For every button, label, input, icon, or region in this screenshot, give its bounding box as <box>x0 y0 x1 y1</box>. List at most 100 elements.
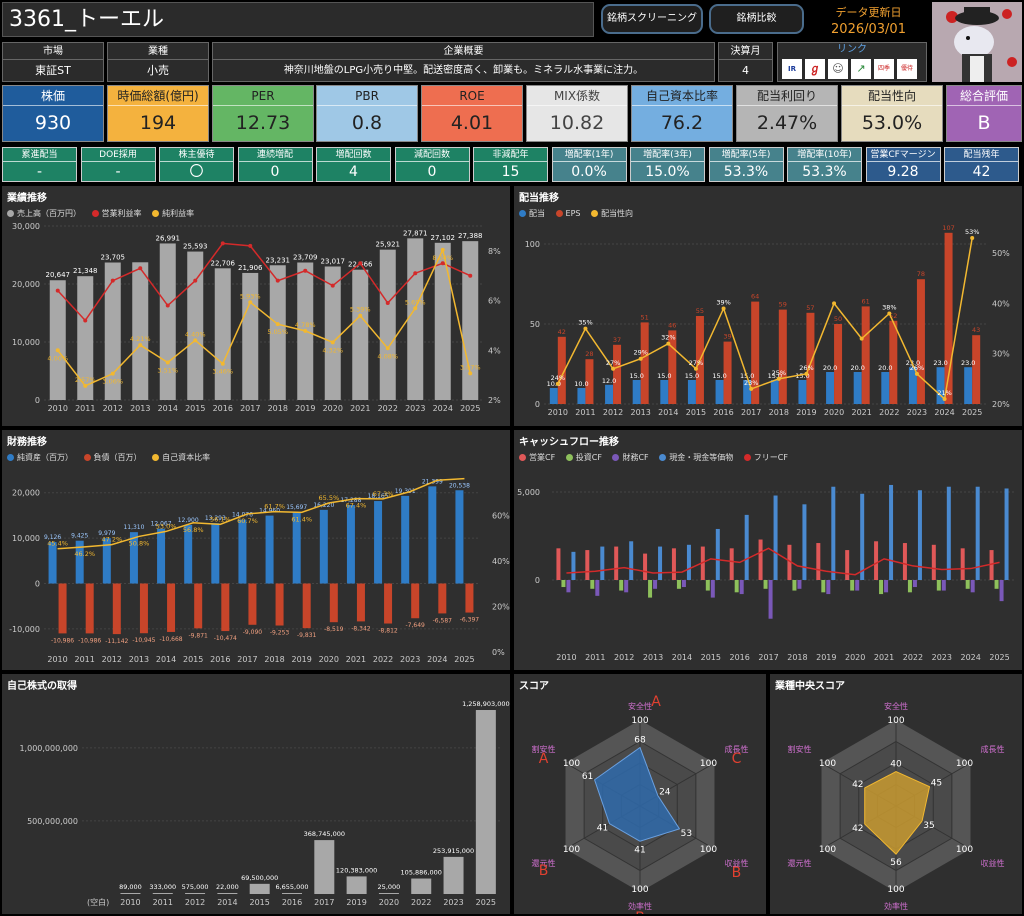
radar-value: 61 <box>582 772 593 782</box>
eps-bar <box>613 344 622 404</box>
x-tick: 2023 <box>405 404 425 413</box>
shikiho-link-icon[interactable]: 四季 <box>874 59 894 79</box>
opcf-bar <box>845 550 850 580</box>
payout-label: 38% <box>882 303 896 311</box>
stat-label: 配当残年 <box>945 148 1018 162</box>
stat-value: 4 <box>349 164 358 180</box>
debt-bar <box>139 583 148 634</box>
stat-label: 増配率(10年) <box>788 148 861 162</box>
payout-label: 53% <box>965 228 979 236</box>
payout-point <box>583 326 588 331</box>
fincf-bar <box>681 580 686 588</box>
x-tick: 2010 <box>48 404 68 413</box>
equity-label: 18,165 <box>368 493 389 500</box>
opcf-bar <box>729 548 734 580</box>
y2-tick: 6% <box>488 297 501 306</box>
x-tick: 2019 <box>816 653 836 662</box>
x-tick: 2024 <box>934 408 954 417</box>
dividend-legend: 配当 EPS 配当性向 <box>519 208 641 219</box>
sales-bar <box>104 262 121 400</box>
eps-label: 39 <box>723 333 731 341</box>
payout-point <box>832 301 837 306</box>
debt-label: -8,342 <box>351 625 371 632</box>
radar-value: 35 <box>923 821 934 831</box>
legend-fincf: 財務CF <box>612 453 649 462</box>
payout-point <box>942 396 947 401</box>
x-tick: 2017 <box>237 655 257 664</box>
x-tick: 2012 <box>102 655 122 664</box>
debt-bar <box>194 583 203 629</box>
fincf-bar <box>768 580 773 619</box>
buyback-label: 368,745,000 <box>304 830 345 838</box>
x-tick: 2016 <box>282 898 302 907</box>
x-tick: 2018 <box>264 655 284 664</box>
equity-bar <box>238 519 247 584</box>
dividend-bar <box>687 380 696 404</box>
kabutan-link-icon[interactable]: ℊ <box>805 59 825 79</box>
debt-label: -8,519 <box>324 626 344 633</box>
stat-label: 累進配当 <box>3 148 76 162</box>
dividend-label: 10.0 <box>574 380 588 388</box>
yutai-link-icon[interactable]: 優待 <box>897 59 917 79</box>
radar-max-label: 100 <box>563 759 580 769</box>
fincf-bar <box>941 580 946 591</box>
radar-axis-label: 成長性 <box>980 744 1004 754</box>
minkabu-link-icon[interactable]: ☺ <box>828 59 848 79</box>
irbank-link-icon[interactable]: IR <box>782 59 802 79</box>
equity-ratio-label: 50.8% <box>129 539 150 547</box>
cash-bar <box>773 495 778 580</box>
buyback-bar <box>217 893 238 894</box>
net-margin-point <box>385 346 390 351</box>
x-tick: 2016 <box>730 653 750 662</box>
x-tick: 2022 <box>903 653 923 662</box>
buyback-bar <box>378 893 399 894</box>
op-margin-point <box>193 278 198 283</box>
cash-bar <box>917 490 922 580</box>
debt-label: -9,090 <box>243 629 263 636</box>
sales-label: 22,706 <box>211 259 236 267</box>
y-tick: 100 <box>525 240 540 249</box>
equity-ratio-label: 53.0% <box>156 522 177 530</box>
sales-bar <box>269 265 286 400</box>
stat-label: 増配率(3年) <box>631 148 704 162</box>
kpi-label: 株価 <box>3 86 103 106</box>
x-tick: 2017 <box>240 404 260 413</box>
legend-invcf: 投資CF <box>565 453 602 462</box>
buyback-label: 105,886,000 <box>401 869 442 877</box>
equity-ratio-label: 60.7% <box>237 517 258 525</box>
eps-label: 57 <box>806 304 814 312</box>
payout-label: 26% <box>910 364 924 372</box>
x-tick: 2024 <box>961 653 981 662</box>
opcf-bar <box>643 553 648 580</box>
mascot-image <box>932 2 1022 82</box>
financial-chart: -10,000 0 10,000 20,000 0% 20% 40% 60% 9,126 -10,… <box>9 477 510 664</box>
net-margin-label: 4.21% <box>130 335 151 343</box>
equity-label: 12,067 <box>151 521 172 528</box>
compare-button[interactable]: 銘柄比較 <box>709 4 804 34</box>
score-panel: スコア 68 24 53 41 41 61 安全性 100 A 成長性 100 C 収益性 100 B 効率性… <box>514 674 766 914</box>
buyback-bar <box>152 893 173 894</box>
buyback-bar <box>346 876 367 894</box>
sales-label: 21,906 <box>238 264 263 272</box>
op-margin-point <box>83 318 88 323</box>
chart-link-icon[interactable]: ↗ <box>851 59 871 79</box>
x-tick: 2021 <box>350 404 370 413</box>
stat-1: DOE採用 - <box>80 147 156 182</box>
kpi-2: PER 12.73 <box>212 85 314 142</box>
net-margin-label: 3.07% <box>460 363 481 371</box>
radar-area <box>593 746 681 842</box>
kpi-label: ROE <box>422 86 522 106</box>
radar-value: 56 <box>890 858 902 868</box>
cash-bar <box>889 484 894 580</box>
eps-label: 51 <box>641 313 649 321</box>
debt-bar <box>329 583 338 623</box>
y2-tick: 40% <box>492 557 510 566</box>
radar-area <box>864 771 931 855</box>
cash-bar <box>946 486 951 580</box>
eps-bar <box>723 341 732 404</box>
eps-bar <box>972 335 981 404</box>
radar-axis-label: 効率性 <box>884 901 908 911</box>
equity-bar <box>157 528 166 584</box>
equity-bar <box>319 509 328 584</box>
screening-button[interactable]: 銘柄スクリーニング <box>601 4 703 34</box>
